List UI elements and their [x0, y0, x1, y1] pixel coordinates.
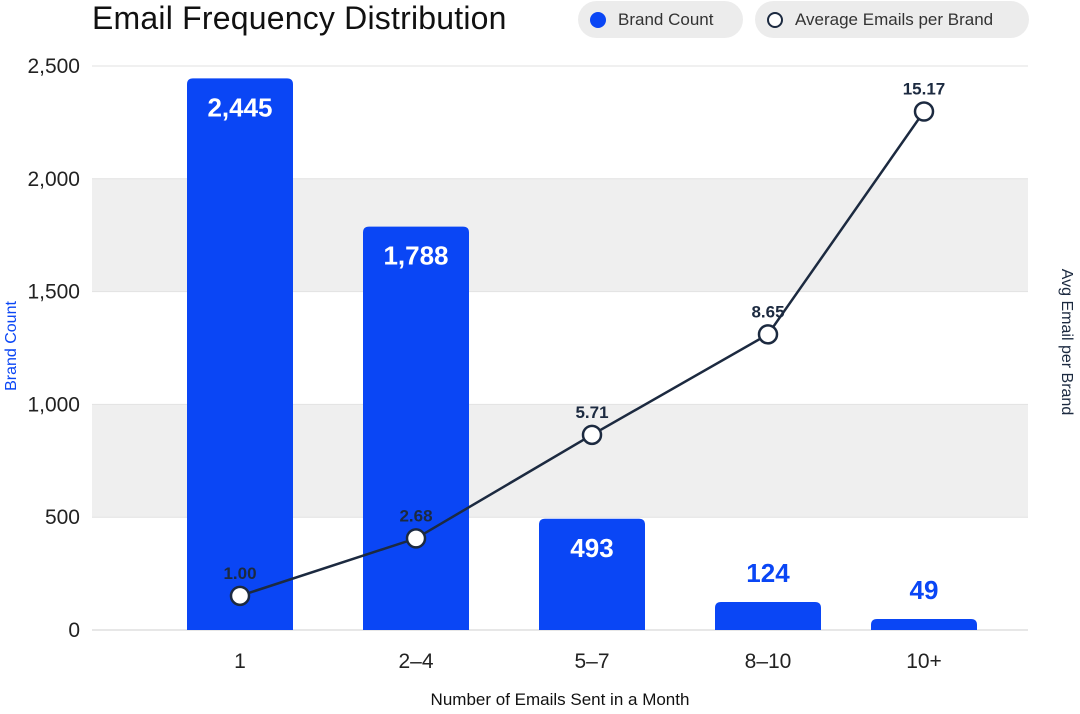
x-axis-ticks: 1 2–4 5–7 8–10 10+	[234, 650, 942, 673]
bar-1[interactable]	[363, 226, 469, 630]
x-axis-label: Number of Emails Sent in a Month	[430, 690, 690, 709]
legend-swatch-average-emails	[767, 11, 783, 28]
legend-label-average-emails: Average Emails per Brand	[795, 9, 994, 29]
line-point-3[interactable]	[757, 324, 779, 345]
bars	[187, 78, 977, 630]
line-point-1[interactable]	[405, 528, 427, 549]
bar-3[interactable]	[715, 602, 821, 630]
y-tick-label-0: 0	[68, 619, 80, 642]
bar-value-label-1: 1,788	[383, 241, 448, 271]
line-point-2[interactable]	[581, 424, 603, 446]
y-axis-ticks: 0 500 1,000 1,500 2,000 2,500	[27, 55, 80, 642]
point-labels: 1.00 2.68 5.71 8.65 15.17	[223, 79, 945, 582]
point-value-label-3: 8.65	[751, 302, 784, 321]
point-value-label-0: 1.00	[223, 564, 256, 583]
bar-4[interactable]	[871, 618, 977, 630]
legend-item-brand-count[interactable]: Brand Count	[578, 1, 743, 38]
point-value-label-2: 5.71	[575, 403, 608, 422]
y-tick-label-4: 2,000	[27, 168, 80, 191]
line-points	[229, 101, 935, 607]
y-tick-label-5: 2,500	[27, 55, 80, 78]
bar-value-label-0: 2,445	[207, 92, 272, 122]
bar-value-label-4: 49	[910, 575, 939, 605]
legend-label-brand-count: Brand Count	[618, 9, 714, 29]
y-tick-label-3: 1,500	[27, 281, 80, 304]
legend-swatch-brand-count	[590, 11, 606, 28]
legend-item-average-emails[interactable]: Average Emails per Brand	[755, 1, 1029, 38]
y-tick-label-1: 500	[45, 506, 80, 529]
x-tick-label-3: 8–10	[745, 650, 792, 673]
bar-labels: 2,445 1,788 493 124 49	[207, 92, 938, 605]
point-value-label-1: 2.68	[399, 506, 432, 525]
x-tick-label-0: 1	[234, 650, 246, 673]
x-tick-label-1: 2–4	[398, 650, 433, 673]
point-value-label-4: 15.17	[903, 79, 946, 98]
line-point-0[interactable]	[229, 585, 251, 607]
bar-2[interactable]	[539, 518, 645, 630]
x-tick-label-4: 10+	[906, 650, 942, 673]
y-tick-label-2: 1,000	[27, 393, 80, 416]
bar-0[interactable]	[187, 78, 293, 630]
x-tick-label-2: 5–7	[574, 650, 609, 673]
chart-title: Email Frequency Distribution	[92, 0, 507, 36]
bar-value-label-3: 124	[746, 558, 790, 588]
line-point-4[interactable]	[913, 101, 935, 122]
bar-value-label-2: 493	[570, 533, 613, 563]
